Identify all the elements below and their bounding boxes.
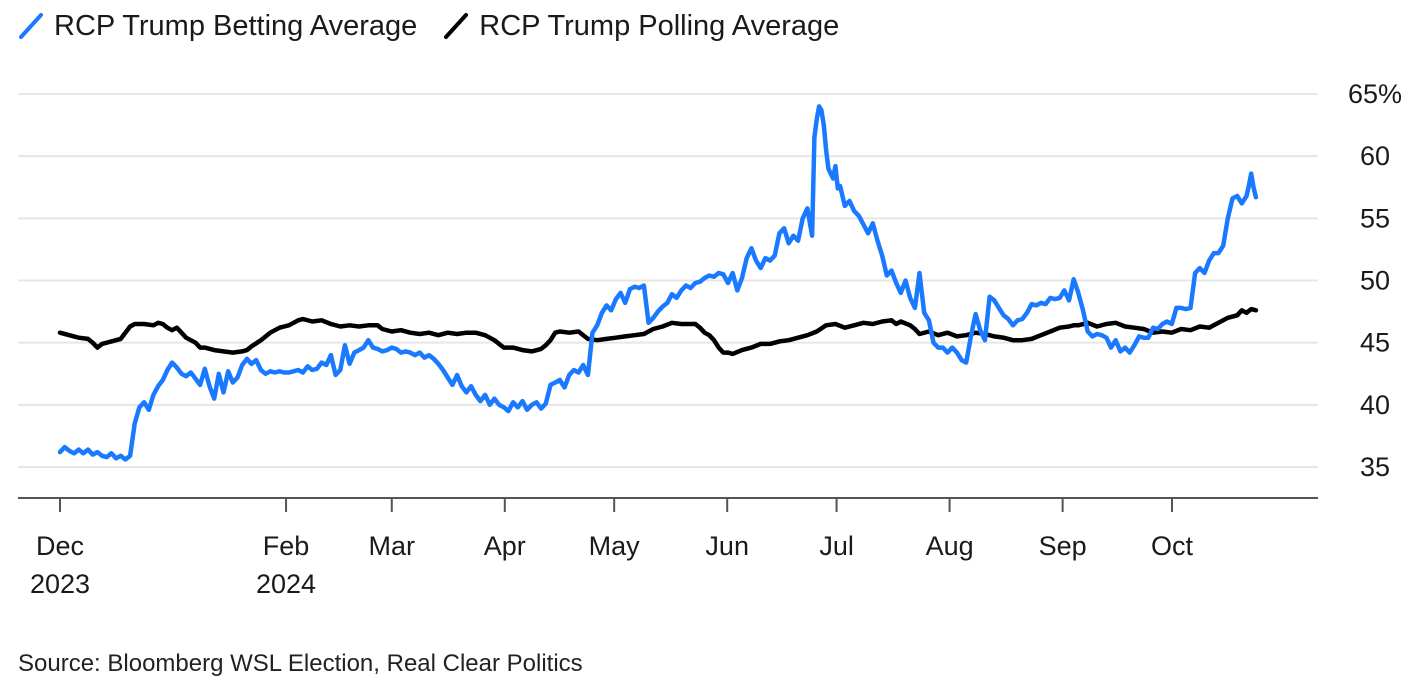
legend-item-polling: RCP Trump Polling Average xyxy=(443,10,839,43)
x-tick-label-dec: Dec xyxy=(36,531,84,561)
x-tick-sublabel-2023: 2023 xyxy=(30,569,90,599)
series-line-betting xyxy=(57,104,1259,462)
legend-item-betting: RCP Trump Betting Average xyxy=(18,10,417,43)
x-tick-label-jun: Jun xyxy=(705,531,749,561)
legend: RCP Trump Betting Average RCP Trump Poll… xyxy=(18,4,865,48)
series-line-polling xyxy=(57,306,1259,357)
x-tick-label-oct: Oct xyxy=(1151,531,1194,561)
legend-label-polling: RCP Trump Polling Average xyxy=(479,9,840,42)
y-tick-label-35: 35 xyxy=(1360,452,1390,482)
y-tick-label-40: 40 xyxy=(1360,390,1390,420)
legend-swatch-polling-icon xyxy=(444,13,469,39)
x-tick-label-apr: Apr xyxy=(484,531,526,561)
source-note: Source: Bloomberg WSL Election, Real Cle… xyxy=(18,650,583,677)
y-tick-label-65: 65% xyxy=(1348,79,1402,109)
y-tick-label-60: 60 xyxy=(1360,141,1390,171)
y-tick-label-50: 50 xyxy=(1360,266,1390,296)
x-tick-label-may: May xyxy=(589,531,641,561)
x-tick-label-feb: Feb xyxy=(263,531,310,561)
x-tick-sublabel-2024: 2024 xyxy=(256,569,316,599)
legend-swatch-betting-icon xyxy=(19,13,43,39)
x-tick-label-jul: Jul xyxy=(819,531,854,561)
y-tick-label-45: 45 xyxy=(1360,328,1390,358)
y-tick-label-55: 55 xyxy=(1360,203,1390,233)
x-tick-label-aug: Aug xyxy=(926,531,974,561)
x-tick-label-sep: Sep xyxy=(1039,531,1087,561)
legend-label-betting: RCP Trump Betting Average xyxy=(54,9,418,42)
x-tick-label-mar: Mar xyxy=(369,531,416,561)
